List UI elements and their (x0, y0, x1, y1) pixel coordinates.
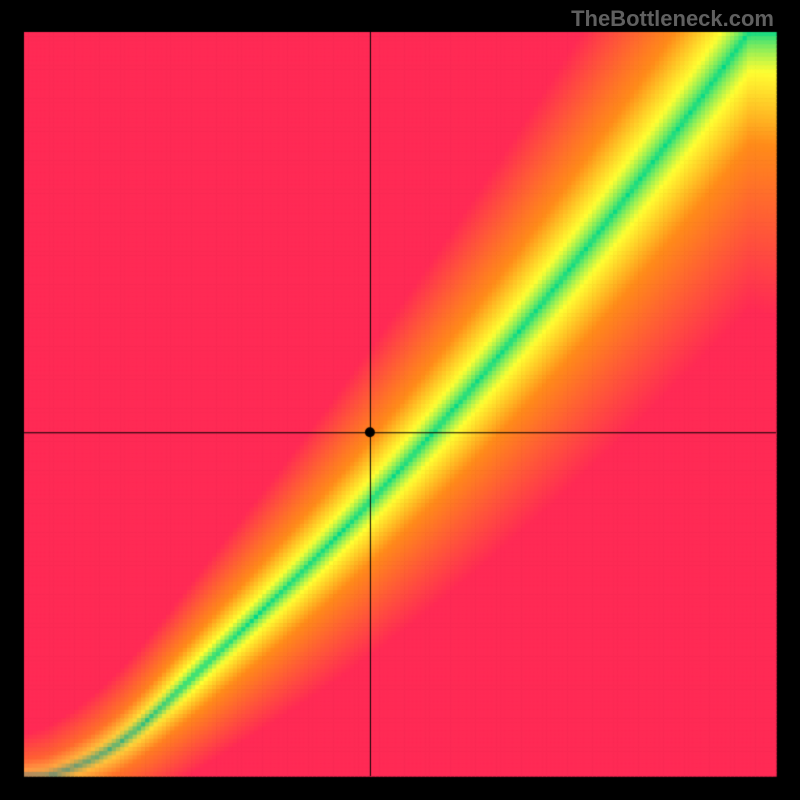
watermark-text: TheBottleneck.com (571, 6, 774, 32)
bottleneck-heatmap (0, 0, 800, 800)
